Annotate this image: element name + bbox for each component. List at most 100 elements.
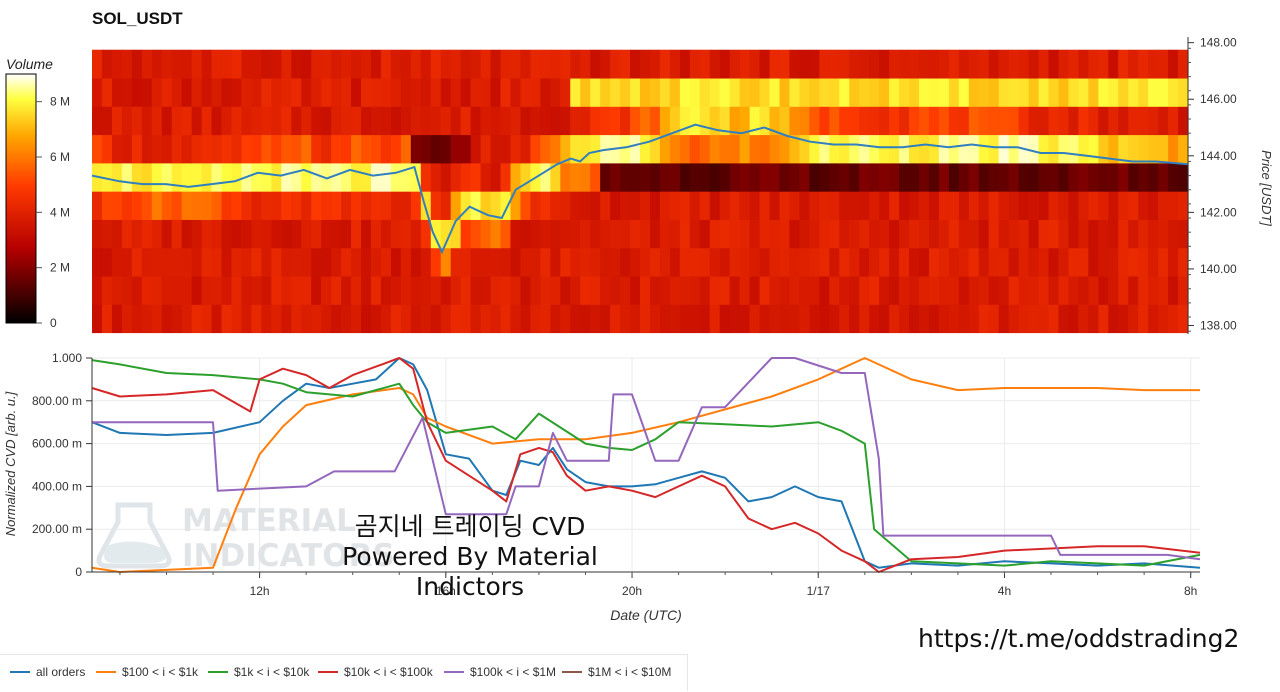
heatmap-cell: [938, 78, 950, 107]
heatmap-cell: [291, 134, 302, 164]
heatmap-cell: [351, 78, 362, 107]
heatmap-cell: [331, 78, 342, 107]
heatmap-cell: [879, 162, 890, 192]
heatmap-cell: [819, 49, 830, 79]
heatmap-cell: [739, 134, 751, 164]
heatmap-cell: [958, 162, 970, 192]
heatmap-cell: [918, 304, 930, 334]
heatmap-cell: [839, 134, 850, 164]
heatmap-cell: [759, 49, 771, 79]
heatmap-cell: [899, 276, 910, 305]
heatmap-cell: [241, 304, 253, 334]
heatmap-cell: [849, 134, 860, 164]
heatmap-cell: [958, 134, 970, 164]
heatmap-cell: [460, 191, 472, 220]
heatmap-cell: [988, 106, 1000, 136]
heatmap-cell: [580, 191, 591, 220]
heatmap-cell: [859, 162, 870, 192]
heatmap-cell: [321, 49, 332, 79]
heatmap-cell: [500, 191, 512, 220]
heatmap-cell: [400, 247, 412, 277]
heatmap-cell: [839, 304, 850, 334]
heatmap-cell: [799, 106, 810, 136]
heatmap-cell: [550, 134, 561, 164]
heatmap-cell: [171, 219, 183, 249]
heatmap-cell: [829, 247, 840, 277]
heatmap-cell: [620, 106, 631, 136]
heatmap-cell: [201, 191, 213, 220]
heatmap-cell: [928, 247, 940, 277]
heatmap-cell: [819, 276, 830, 305]
heatmap-cell: [779, 134, 791, 164]
heatmap-cell: [669, 49, 681, 79]
heatmap-cell: [271, 247, 282, 277]
legend-item-1m-10m[interactable]: $1M < i < $10M: [562, 665, 671, 681]
heatmap-cell: [430, 134, 442, 164]
heatmap-cell: [809, 106, 820, 136]
heatmap-cell: [530, 78, 541, 107]
heatmap-cell: [1178, 219, 1189, 249]
heatmap-cell: [769, 304, 781, 334]
heatmap-cell: [281, 191, 292, 220]
heatmap-cell: [281, 106, 292, 136]
heatmap-cell: [689, 106, 701, 136]
heatmap-cell: [261, 78, 272, 107]
heatmap-cell: [231, 162, 243, 192]
heatmap-cell: [161, 134, 173, 164]
heatmap-cell: [1108, 162, 1119, 192]
legend-item-100k-1m[interactable]: $100k < i < $1M: [444, 665, 556, 681]
heatmap-cell: [231, 304, 243, 334]
heatmap-cell: [769, 191, 781, 220]
telegram-link[interactable]: https://t.me/oddstrading2: [918, 624, 1240, 653]
heatmap-cell: [530, 219, 541, 249]
heatmap-cell: [540, 247, 551, 277]
heatmap-cell: [460, 219, 472, 249]
heatmap-cell: [1178, 276, 1189, 305]
heatmap-cell: [749, 191, 761, 220]
heatmap-cell: [1078, 106, 1089, 136]
heatmap-cell: [580, 134, 591, 164]
legend-item-1k-10k[interactable]: $1k < i < $10k: [208, 665, 309, 681]
heatmap-cell: [918, 219, 930, 249]
heatmap-cell: [1048, 219, 1060, 249]
heatmap-cell: [1008, 191, 1020, 220]
heatmap-cell: [918, 247, 930, 277]
heatmap-cell: [370, 304, 382, 334]
heatmap-cell: [1158, 247, 1169, 277]
heatmap-cell: [171, 276, 183, 305]
heatmap-cell: [1128, 106, 1139, 136]
heatmap-cell: [879, 247, 890, 277]
heatmap-cell: [799, 247, 810, 277]
heatmap-cell: [659, 276, 671, 305]
heatmap-cell: [1168, 304, 1179, 334]
heatmap-cell: [649, 219, 661, 249]
heatmap-cell: [899, 106, 910, 136]
heatmap-cell: [580, 162, 591, 192]
cvd-axes: 1.000 800.00 m 600.00 m 400.00 m 200.00 m 0 12…: [32, 351, 1200, 598]
heatmap-cell: [739, 106, 751, 136]
legend-item-10k-100k[interactable]: $10k < i < $100k: [318, 665, 433, 681]
heatmap-cell: [729, 49, 741, 79]
heatmap-cell: [889, 106, 900, 136]
heatmap-cell: [1088, 134, 1099, 164]
heatmap-cell: [161, 162, 173, 192]
heatmap-cell: [859, 191, 870, 220]
colorbar-tick-label: 2 M: [50, 261, 70, 275]
heatmap-cell: [490, 219, 502, 249]
heatmap-cell: [161, 304, 173, 334]
heatmap-cell: [171, 106, 183, 136]
heatmap-cell: [221, 276, 233, 305]
heatmap-cell: [1108, 219, 1119, 249]
legend-item-all-orders[interactable]: all orders: [10, 665, 85, 681]
legend-item-100-1k[interactable]: $100 < i < $1k: [96, 665, 198, 681]
heatmap-cell: [241, 191, 253, 220]
heatmap-cell: [361, 304, 372, 334]
heatmap-cell: [380, 247, 392, 277]
heatmap-cell: [181, 134, 193, 164]
heatmap-cell: [1118, 247, 1129, 277]
heatmap-cell: [699, 49, 711, 79]
heatmap-cell: [1118, 78, 1129, 107]
heatmap-cell: [1178, 49, 1189, 79]
heatmap-cell: [789, 134, 801, 164]
heatmap-cell: [719, 304, 731, 334]
